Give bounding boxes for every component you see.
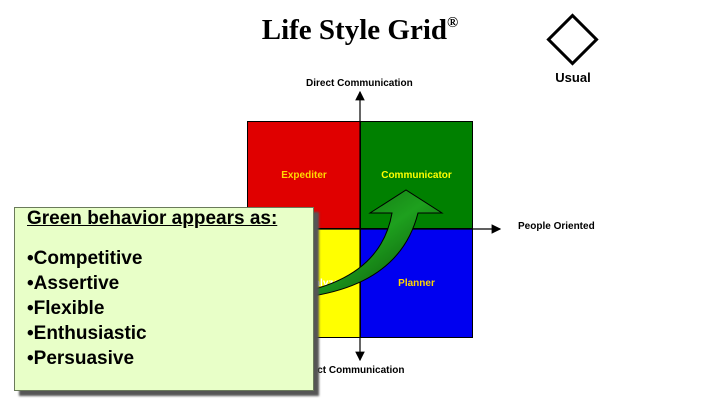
callout-heading: Green behavior appears as: bbox=[27, 208, 278, 229]
behavior-list: Competitive Assertive Flexible Enthusias… bbox=[27, 246, 301, 371]
curved-arrow-icon bbox=[284, 189, 444, 300]
quadrant-label-expediter: Expediter bbox=[281, 169, 327, 181]
title-text: Life Style Grid bbox=[261, 14, 448, 46]
quadrant-label-planner: Planner bbox=[398, 277, 435, 289]
list-item: Enthusiastic bbox=[27, 321, 301, 346]
slide-title: Life Style Grid® bbox=[0, 14, 720, 47]
axis-label-top: Direct Communication bbox=[306, 78, 413, 89]
quadrant-label-communicator: Communicator bbox=[381, 169, 452, 181]
list-item: Competitive bbox=[27, 246, 301, 271]
behavior-callout: Green behavior appears as: Competitive A… bbox=[14, 207, 314, 391]
list-item: Persuasive bbox=[27, 346, 301, 371]
list-item: Assertive bbox=[27, 271, 301, 296]
registered-mark: ® bbox=[447, 15, 459, 31]
list-item: Flexible bbox=[27, 296, 301, 321]
quadrant-label-analyzer: Analyzer bbox=[301, 277, 343, 289]
axis-label-bottom: Indirect Communication bbox=[290, 365, 405, 376]
diamond-label: Usual bbox=[555, 70, 591, 85]
axis-label-right: People Oriented bbox=[518, 221, 595, 232]
